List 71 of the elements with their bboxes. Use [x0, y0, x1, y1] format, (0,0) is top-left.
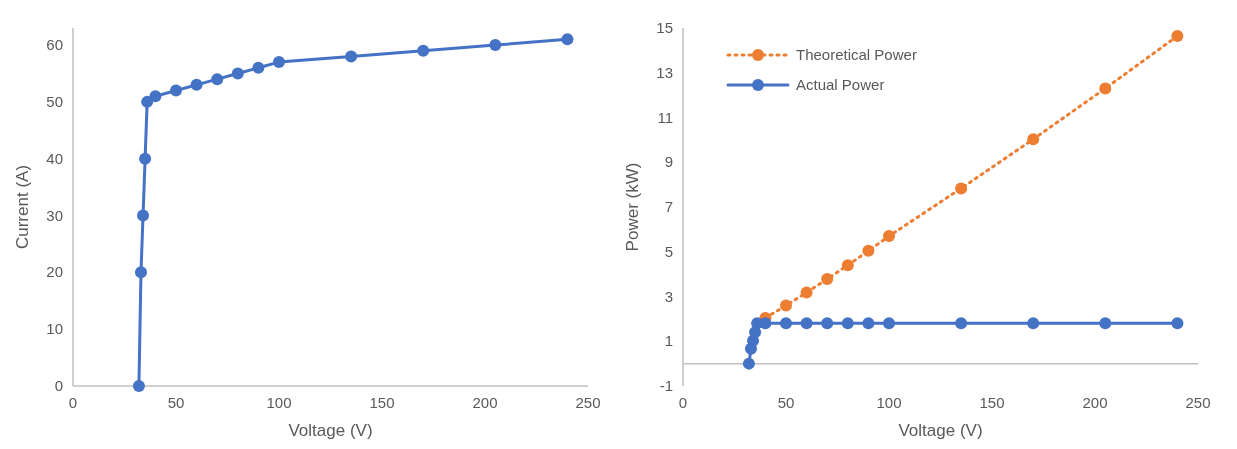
y-tick-label: 10	[46, 320, 63, 338]
point	[780, 317, 792, 330]
point	[252, 61, 265, 74]
point	[1027, 317, 1040, 330]
x-tick-label: 150	[369, 394, 395, 411]
point	[1171, 317, 1184, 330]
point	[883, 230, 895, 243]
y-tick-label: 20	[46, 263, 63, 281]
y-tick-label: 50	[46, 92, 63, 110]
y-tick-label: 40	[46, 149, 63, 167]
y-tick-label: 13	[656, 63, 673, 81]
x-tick-label: 250	[575, 394, 601, 411]
point	[190, 78, 203, 91]
point	[1099, 82, 1112, 95]
y-tick-label: 30	[46, 206, 63, 224]
point	[955, 182, 968, 195]
y-tick-label: 60	[46, 36, 63, 54]
point	[955, 317, 968, 330]
y-tick-label: 7	[664, 198, 673, 215]
y-tick-label: 15	[656, 19, 673, 36]
point	[417, 44, 430, 57]
x-tick-label: 200	[472, 394, 498, 411]
point	[149, 90, 162, 103]
point	[489, 39, 502, 52]
point	[821, 317, 834, 330]
y-tick-label: 0	[54, 377, 63, 394]
point	[862, 244, 875, 257]
point	[1027, 133, 1040, 146]
x-axis-title: Voltage (V)	[898, 421, 983, 440]
y-tick-label: 11	[657, 108, 673, 126]
y-tick-label: 1	[664, 332, 673, 350]
point	[345, 50, 358, 63]
point	[862, 317, 875, 330]
point	[231, 67, 244, 80]
point	[800, 286, 813, 299]
x-tick-label: 50	[777, 394, 795, 411]
point	[841, 317, 854, 330]
x-tick-label: 100	[266, 394, 292, 411]
point	[841, 259, 854, 272]
x-tick-label: 0	[678, 394, 688, 411]
y-axis-title: Current (A)	[13, 164, 32, 250]
y-tick-label: -1	[659, 377, 673, 394]
x-tick-label: 200	[1082, 394, 1108, 411]
x-tick-label: 50	[167, 394, 185, 411]
legend-label: Theoretical Power	[796, 46, 917, 63]
point	[139, 152, 152, 165]
point	[211, 73, 224, 86]
x-tick-label: 100	[876, 394, 902, 411]
x-tick-label: 250	[1185, 394, 1211, 411]
legend-label: Actual Power	[796, 76, 885, 93]
point	[137, 209, 150, 222]
point	[742, 357, 755, 370]
point	[780, 299, 792, 312]
point	[883, 317, 895, 330]
point	[1171, 30, 1184, 43]
x-tick-label: 0	[68, 394, 78, 411]
point	[134, 266, 147, 279]
x-axis-title: Voltage (V)	[288, 421, 373, 440]
point	[132, 380, 145, 392]
point	[800, 317, 813, 330]
point	[1099, 317, 1112, 330]
y-tick-label: 9	[664, 153, 673, 171]
point	[141, 95, 154, 108]
y-tick-label: 3	[664, 287, 673, 305]
y-tick-label: 5	[664, 242, 673, 260]
point	[561, 33, 574, 46]
point	[170, 84, 182, 97]
x-tick-label: 150	[979, 394, 1005, 411]
point	[273, 56, 285, 69]
y-axis-title: Power (kW)	[623, 162, 642, 252]
point	[821, 273, 834, 286]
